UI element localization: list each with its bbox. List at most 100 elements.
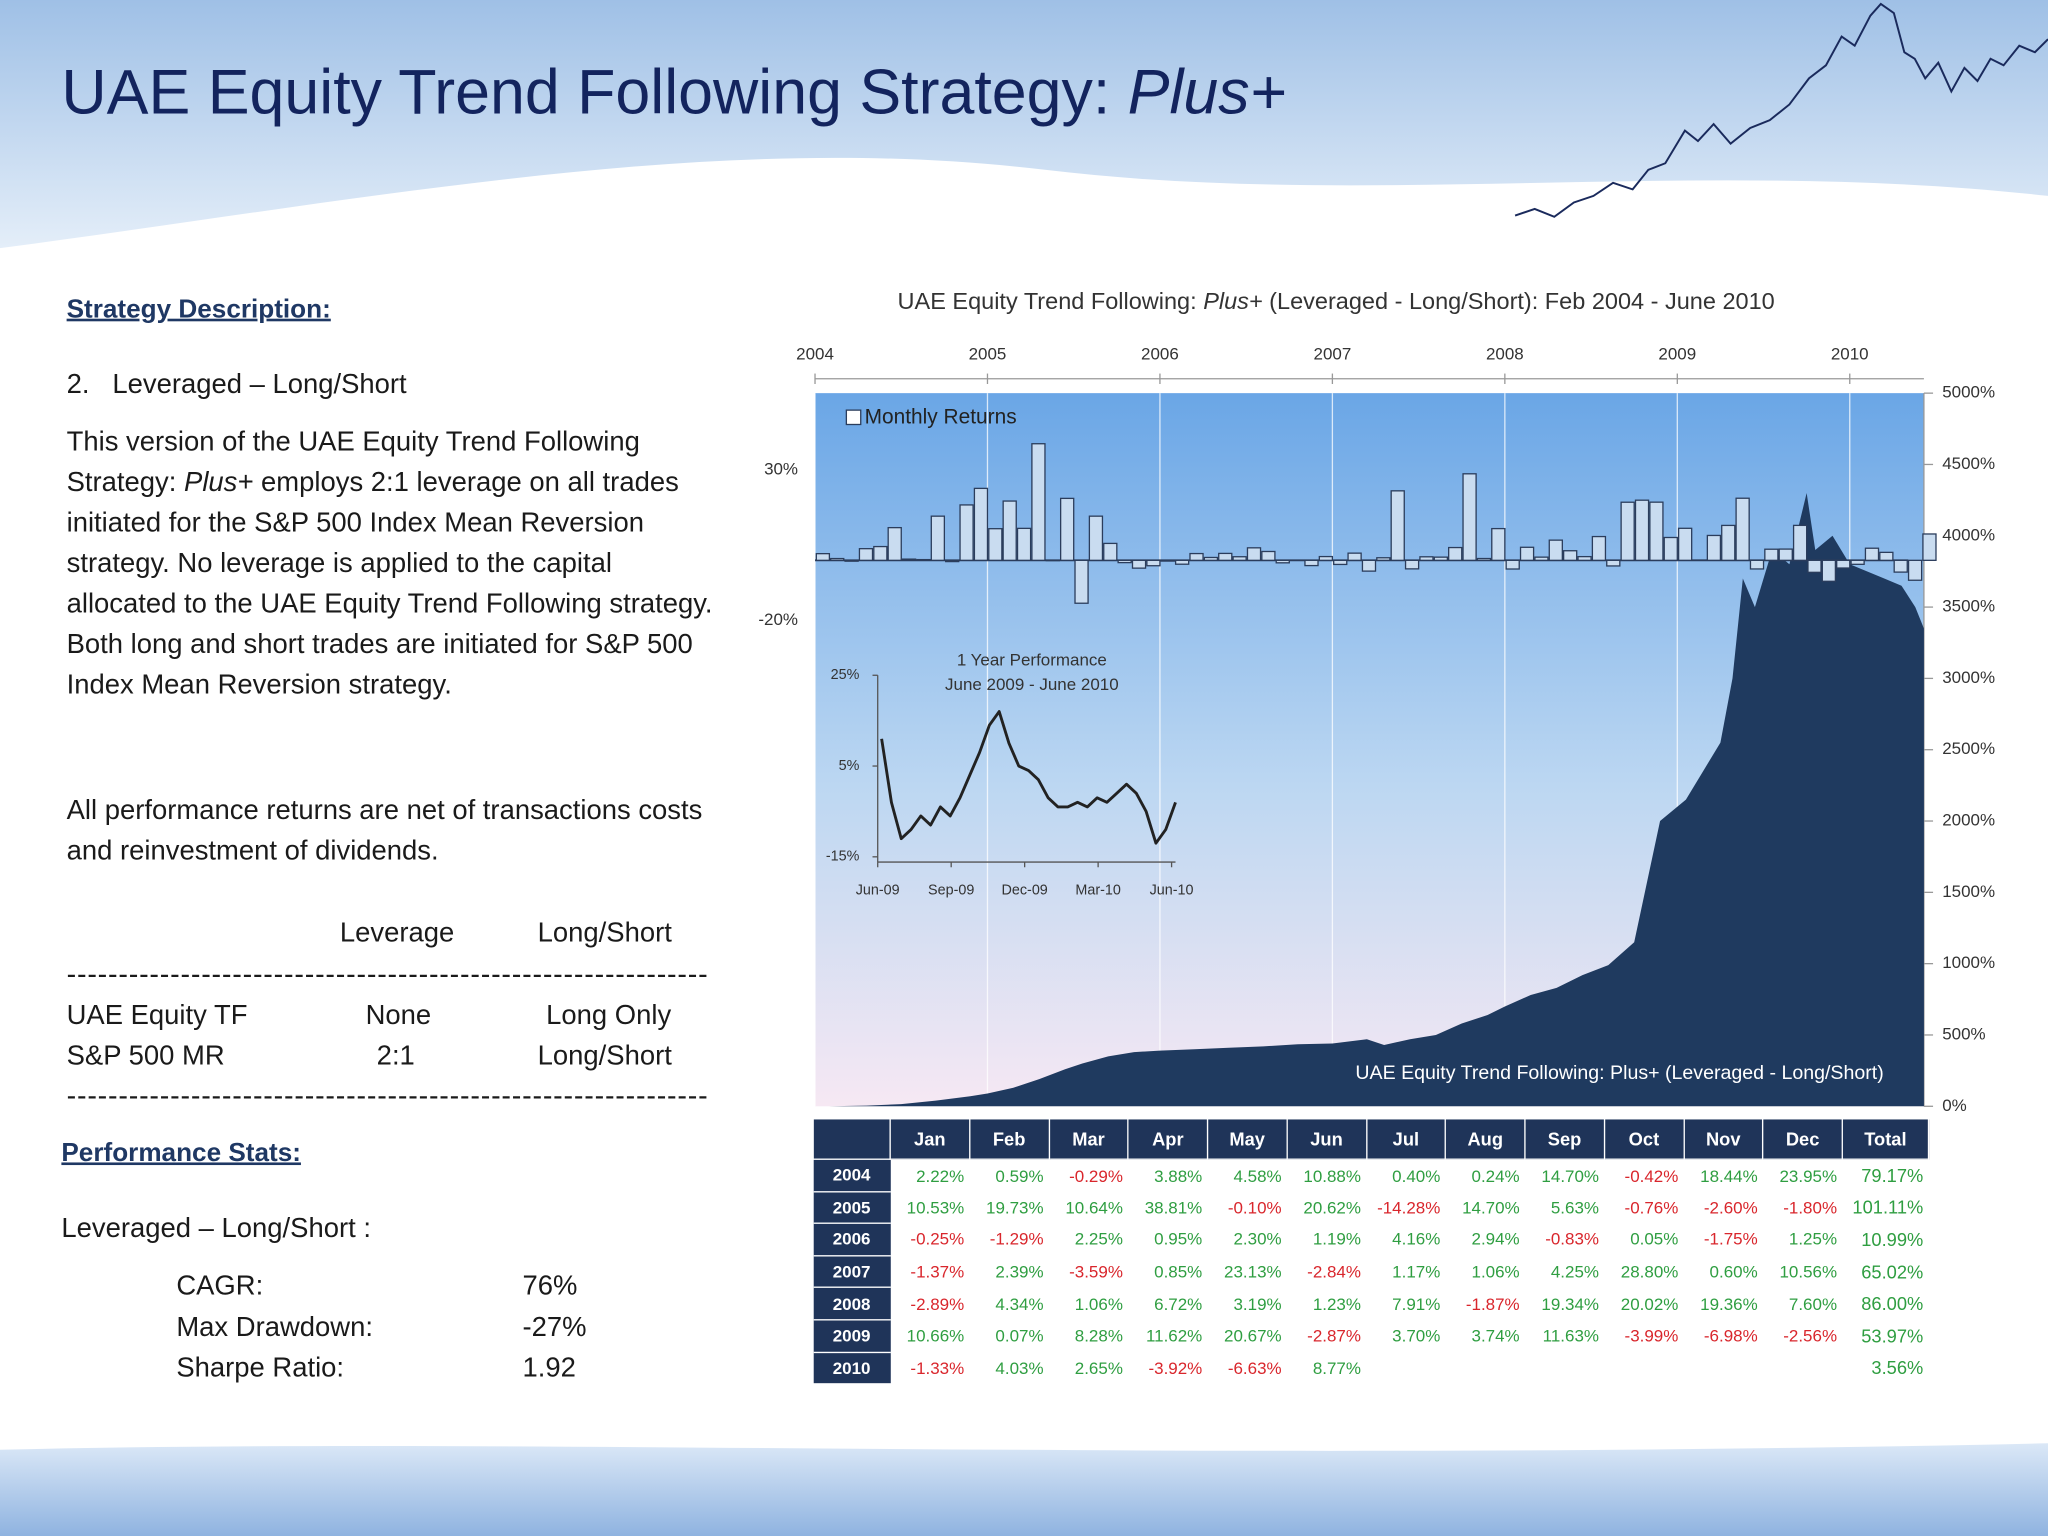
return-cell: 1.23% (1312, 1293, 1361, 1314)
bar (1275, 559, 1290, 564)
return-cell: 2.25% (1074, 1229, 1123, 1250)
bar (873, 545, 888, 561)
return-cell: -6.98% (1703, 1326, 1758, 1346)
return-cell: 4.03% (995, 1357, 1044, 1378)
return-cell (1446, 1352, 1525, 1383)
returns-table: Jan Feb Mar Apr May Jun Jul Aug Sep Oct Nov Dec Tota… (812, 1118, 1930, 1384)
bar (1404, 559, 1420, 570)
return-cell: 2.22% (916, 1165, 965, 1186)
return-cell: 19.34% (1541, 1293, 1600, 1314)
row-label: UAE Equity TF (66, 1000, 248, 1031)
x-tick-label: Jun-10 (1150, 883, 1194, 899)
paragraph: This version of the UAE Equity Trend Fol… (67, 422, 727, 705)
bar (1088, 515, 1104, 561)
return-cell: 6.72% (1154, 1293, 1203, 1314)
return-cell: 3.74% (1471, 1326, 1520, 1346)
return-cell: 4.58% (1233, 1165, 1282, 1186)
bar (1333, 559, 1348, 566)
bar (844, 559, 859, 562)
y-tick-label: 0% (1942, 1096, 1967, 1115)
bar (1620, 501, 1635, 561)
return-cell (1763, 1352, 1842, 1383)
return-cell: 23.13% (1224, 1261, 1282, 1282)
return-cell: 14.70% (1541, 1165, 1600, 1186)
return-cell: 8.77% (1312, 1357, 1361, 1378)
stat-label: Sharpe Ratio: (176, 1353, 345, 1384)
bar (1649, 501, 1664, 561)
y-tick-label: 2500% (1942, 739, 1995, 758)
stat-value: -27% (522, 1312, 587, 1343)
bar (1634, 499, 1650, 561)
top-band (0, 0, 2048, 249)
year-cell: 2004 (813, 1158, 891, 1192)
bar (1534, 556, 1549, 561)
decor-stock-line (1514, 2, 2048, 218)
x-tick-label: Mar-10 (1075, 883, 1120, 899)
return-cell: 5.63% (1550, 1197, 1600, 1218)
bar (1850, 559, 1865, 565)
return-cell: 19.36% (1700, 1293, 1758, 1314)
cell: 2:1 (376, 1040, 415, 1072)
bar (1749, 559, 1765, 570)
total-cell: 10.99% (1861, 1229, 1924, 1250)
bar (1778, 548, 1793, 561)
y-tick-label: 2000% (1942, 811, 1995, 830)
return-cell: 4.16% (1392, 1229, 1441, 1250)
bar (1074, 559, 1089, 604)
bar (973, 487, 989, 561)
rule: ----------------------------------------… (66, 961, 709, 988)
return-cell: 0.95% (1154, 1229, 1203, 1250)
return-cell: 20.67% (1224, 1326, 1282, 1346)
stat-value: 76% (522, 1270, 578, 1301)
stat-value: 1.92 (522, 1353, 576, 1384)
bar (1792, 524, 1808, 561)
bar (1304, 559, 1319, 567)
month-header: Jun (1286, 1118, 1367, 1160)
bar (1663, 536, 1678, 561)
bar (830, 557, 845, 561)
return-cell: -0.25% (910, 1229, 965, 1250)
return-cell: -2.60% (1703, 1197, 1758, 1218)
y-tick-label: 5000% (1942, 383, 1995, 402)
month-header: Feb (968, 1118, 1050, 1160)
bar (1218, 552, 1233, 561)
bar (1476, 557, 1492, 561)
bar (1577, 555, 1592, 561)
return-cell: -1.29% (989, 1229, 1044, 1250)
return-cell: 1.06% (1471, 1261, 1520, 1282)
bar (916, 558, 931, 561)
return-cell: 20.62% (1303, 1197, 1361, 1218)
y-tick-label: -20% (758, 610, 798, 629)
bar (1232, 556, 1247, 561)
header-row: Jan Feb Mar Apr May Jun Jul Aug Sep Oct Nov Dec Tota… (812, 1118, 1930, 1160)
return-cell: 19.73% (986, 1197, 1044, 1218)
return-cell: 38.81% (1144, 1197, 1203, 1218)
bar (1376, 557, 1391, 561)
return-cell: 23.95% (1779, 1165, 1838, 1186)
return-cell: 7.91% (1392, 1293, 1441, 1314)
bar (1131, 559, 1147, 569)
return-cell: 3.88% (1154, 1165, 1203, 1186)
bar (1735, 497, 1750, 561)
month-header: Aug (1444, 1118, 1526, 1160)
emphasis: Plus+ (184, 467, 254, 498)
year-cell: 2006 (813, 1222, 891, 1256)
year-row: 2004 2.22% 0.59% -0.29% 3.88% 4.58% 10.88% 0.40… (813, 1158, 1928, 1192)
year-cell: 2007 (813, 1254, 891, 1288)
bar (1361, 559, 1377, 572)
return-cell: -1.75% (1703, 1229, 1758, 1250)
year-cell: 2008 (813, 1287, 891, 1320)
return-cell: 1.06% (1074, 1293, 1123, 1314)
return-cell: 0.40% (1392, 1165, 1441, 1186)
return-cell: 4.34% (995, 1293, 1044, 1314)
total-cell: 101.11% (1852, 1196, 1924, 1218)
return-cell: 0.85% (1154, 1261, 1203, 1282)
bar (988, 528, 1003, 561)
year-row: 2005 10.53% 19.73% 10.64% 38.81% -0.10% 20.62%… (813, 1190, 1928, 1224)
y-tick-label: 25% (831, 667, 860, 683)
bar (1318, 555, 1334, 561)
cell: Long/Short (537, 1040, 672, 1072)
stat-label: Max Drawdown: (176, 1312, 373, 1343)
